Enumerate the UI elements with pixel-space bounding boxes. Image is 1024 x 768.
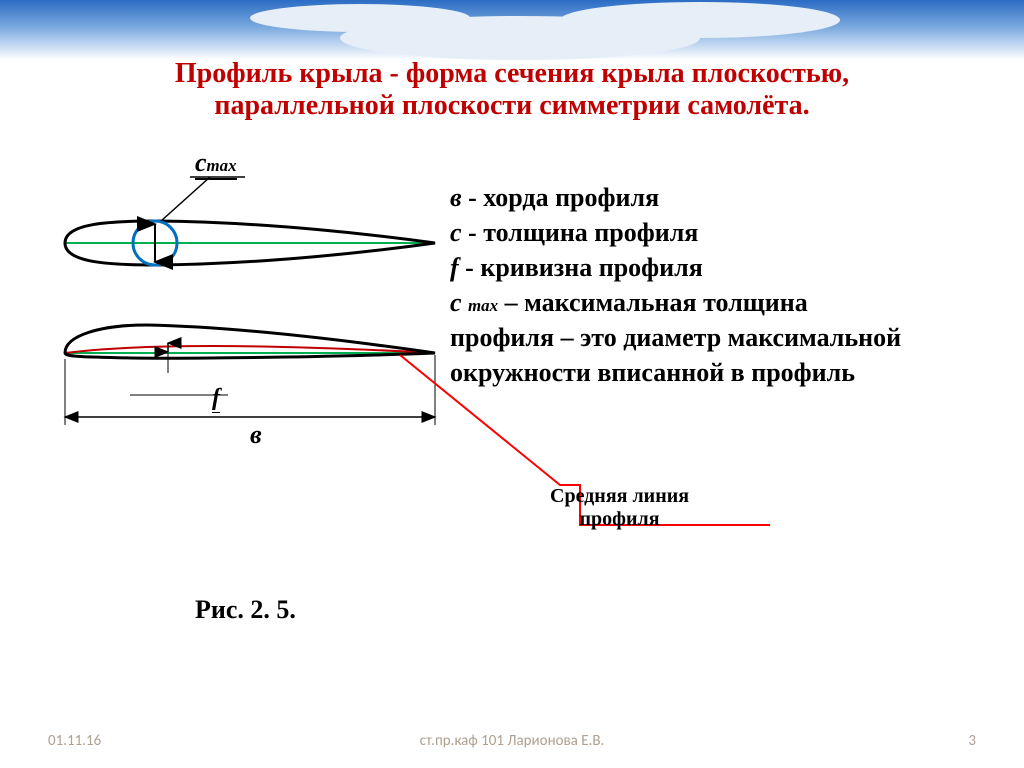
- def-line-cmax: с max – максимальная толщина: [450, 285, 990, 320]
- midline-label: Средняя линия профиля: [550, 485, 689, 531]
- slide-title: Профиль крыла - форма сечения крыла плос…: [0, 58, 1024, 122]
- midline-label-l2: профиля: [580, 508, 660, 530]
- def-line-c: с - толщина профиля: [450, 215, 990, 250]
- title-line1: Профиль крыла - форма сечения крыла плос…: [0, 58, 1024, 90]
- def-line-f: f - кривизна профиля: [450, 250, 990, 285]
- chord-v-label: в: [250, 420, 262, 450]
- definitions-block: в - хорда профиля с - толщина профиля f …: [450, 180, 990, 391]
- footer-author: ст.пр.каф 101 Ларионова Е.В.: [0, 732, 1024, 750]
- midline-label-l1: Средняя линия: [550, 485, 689, 507]
- def-line-v: в - хорда профиля: [450, 180, 990, 215]
- def-line-cmax-rest: профиля – это диаметр максимальной окруж…: [450, 320, 990, 390]
- airfoil-diagram: [40, 165, 450, 465]
- footer-page-number: 3: [968, 732, 976, 750]
- slide: Профиль крыла - форма сечения крыла плос…: [0, 0, 1024, 768]
- figure-caption: Рис. 2. 5.: [195, 595, 296, 625]
- f-label: f: [212, 385, 220, 413]
- sky-banner: [0, 0, 1024, 60]
- title-line2: параллельной плоскости симметрии самолёт…: [0, 90, 1024, 122]
